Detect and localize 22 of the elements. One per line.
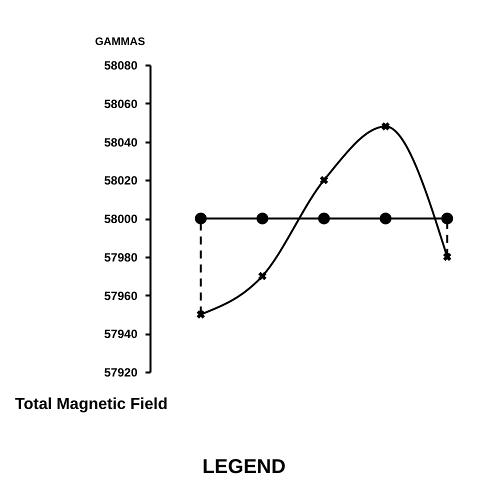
y-tick-label: 58080 <box>104 58 138 72</box>
y-tick-label: 58040 <box>104 135 138 150</box>
text: Total Magnetic Field <box>15 396 168 413</box>
y-tick-label: 57920 <box>104 366 138 380</box>
y-tick-label: 57960 <box>104 288 138 303</box>
y-tick-label: 58020 <box>104 174 138 188</box>
y-tick-label: 58000 <box>104 212 138 226</box>
point <box>443 252 452 262</box>
point <box>196 310 205 319</box>
point <box>320 176 328 184</box>
y-axis-title: GAMMAS <box>94 36 146 48</box>
point <box>256 212 268 224</box>
point <box>441 212 454 224</box>
point <box>381 122 390 131</box>
y-tick-label: 58060 <box>104 96 138 111</box>
point <box>318 212 330 224</box>
y-tick-label: 57940 <box>104 327 138 342</box>
text: LEGEND <box>202 456 286 478</box>
point <box>258 272 267 280</box>
point <box>380 212 392 224</box>
y-tick-label: 57980 <box>104 250 138 264</box>
point <box>194 212 207 224</box>
